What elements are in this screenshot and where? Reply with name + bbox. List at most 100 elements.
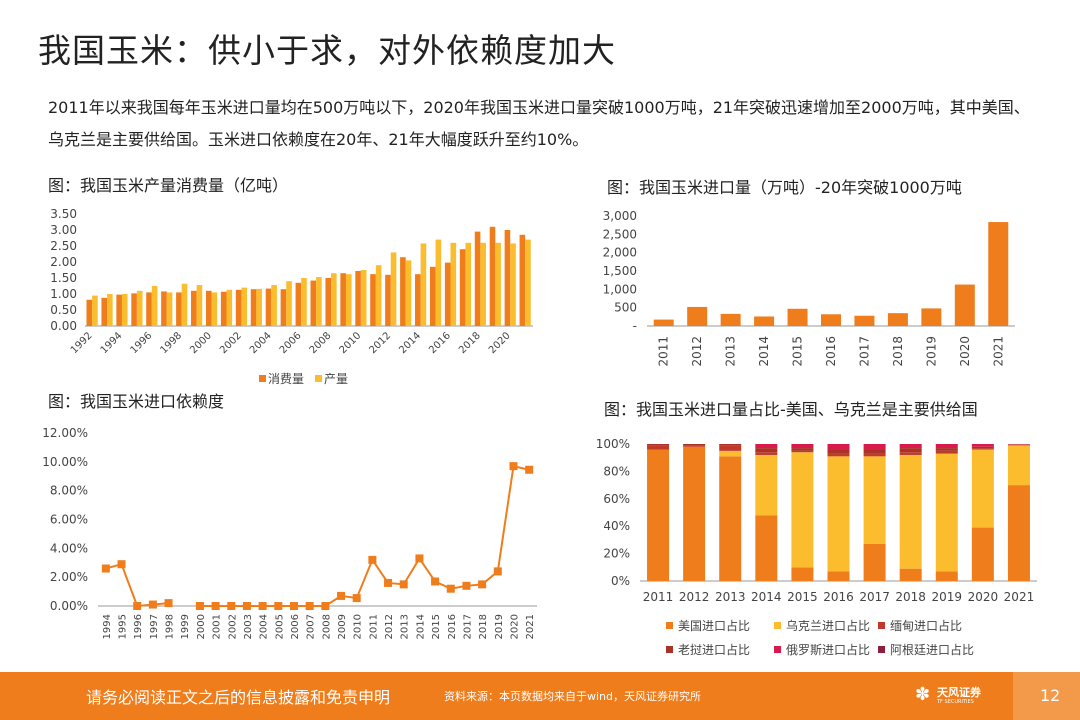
x-tick-label: 2012 [367, 330, 393, 356]
x-tick-label: 2004 [259, 614, 270, 639]
bar-产量-1992 [92, 295, 98, 326]
bar-消费量-1992 [86, 299, 93, 326]
bar-缅甸进口占比-2018 [899, 452, 922, 455]
x-tick-label: 2019 [931, 590, 962, 604]
footer-disclaimer-link[interactable]: 请务必阅读正文之后的信息披露和免责申明 [86, 688, 391, 707]
legend-swatch-乌克兰进口占比 [774, 622, 781, 629]
x-tick-label: 2018 [457, 330, 483, 356]
bar-产量-2003 [256, 288, 262, 326]
point-2001 [211, 602, 220, 610]
x-tick-label: 2006 [278, 330, 304, 356]
x-tick-label: 2018 [895, 590, 926, 604]
bar-消费量-2002 [235, 289, 242, 326]
y-tick-label: 1,000 [603, 282, 637, 296]
point-2002 [227, 602, 236, 610]
x-tick-label: 2012 [384, 614, 395, 639]
x-tick-label: 1999 [180, 614, 191, 639]
bar-缅甸进口占比-2012 [683, 445, 706, 447]
bar-缅甸进口占比-2017 [863, 453, 886, 457]
x-tick-label: 2005 [274, 614, 285, 639]
bar-消费量-2012 [385, 274, 391, 326]
x-tick-label: 2017 [859, 590, 890, 604]
x-tick-label: 1996 [129, 330, 155, 356]
x-tick-label: 2010 [338, 330, 364, 356]
bar-美国进口占比-2020 [971, 527, 994, 581]
bar-老挝进口占比-2017 [863, 449, 886, 454]
bar-老挝进口占比-2013 [719, 444, 742, 446]
point-2018 [478, 580, 487, 589]
bar-乌克兰进口占比-2015 [791, 452, 814, 568]
x-tick-label: 2011 [657, 336, 671, 367]
bar-产量-2017 [465, 242, 472, 326]
x-tick-label: 2016 [427, 330, 453, 356]
bar-俄罗斯进口占比-2017 [863, 444, 886, 450]
bar-产量-1997 [166, 292, 173, 326]
bar-消费量-2011 [370, 274, 376, 326]
bar-美国进口占比-2013 [719, 456, 742, 581]
bar-产量-1996 [151, 286, 158, 326]
bar-美国进口占比-2014 [755, 515, 778, 581]
bar-消费量-2003 [250, 289, 257, 326]
y-tick-label: 500 [614, 301, 637, 315]
bar-乌克兰进口占比-2017 [863, 456, 886, 545]
x-tick-label: 2017 [857, 336, 871, 367]
legend-label-消费量: 消费量 [268, 372, 304, 386]
bar-产量-2014 [420, 243, 427, 326]
bar-产量-2004 [271, 285, 277, 326]
bar-消费量-1997 [161, 291, 167, 326]
y-tick-label: 20% [603, 547, 630, 561]
point-2004 [258, 602, 267, 610]
bar-产量-2016 [450, 242, 457, 326]
bar-imports-2014 [754, 316, 775, 326]
bar-产量-2015 [435, 239, 442, 326]
footer-source-note: 资料来源：本页数据均来自于wind，天风证券研究所 [444, 690, 702, 703]
logo-name: 天风证券 [937, 686, 981, 699]
bar-imports-2019 [921, 308, 942, 326]
bar-消费量-2005 [280, 289, 287, 326]
x-tick-label: 1995 [118, 614, 129, 639]
chart-title-share: 图：我国玉米进口量占比-美国、乌克兰是主要供给国 [604, 400, 978, 419]
y-tick-label: 4.00% [50, 541, 88, 555]
bar-消费量-2006 [295, 282, 302, 326]
bar-imports-2013 [720, 313, 741, 326]
x-tick-label: 2014 [415, 614, 426, 639]
company-logo: ✽ 天风证券 TF SECURITIES [915, 682, 995, 712]
bar-缅甸进口占比-2021 [1007, 444, 1030, 446]
y-tick-label: 0.50 [50, 303, 77, 317]
bar-产量-2011 [375, 265, 382, 326]
bar-老挝进口占比-2015 [791, 448, 814, 451]
bar-消费量-2007 [310, 280, 317, 326]
legend-label-俄罗斯进口占比: 俄罗斯进口占比 [786, 642, 870, 657]
y-tick-label: 1.00 [50, 287, 77, 301]
bar-产量-1994 [121, 294, 128, 326]
bar-美国进口占比-2016 [827, 571, 850, 581]
bar-美国进口占比-2015 [791, 567, 814, 581]
chart-title-dependency: 图：我国玉米进口依赖度 [48, 392, 225, 411]
x-tick-label: 2020 [487, 330, 513, 356]
x-tick-label: 2021 [991, 336, 1005, 367]
bar-imports-2011 [653, 319, 674, 326]
bar-俄罗斯进口占比-2020 [971, 444, 994, 447]
x-tick-label: 1998 [158, 330, 184, 356]
x-tick-label: 2011 [368, 614, 379, 639]
x-tick-label: 2015 [791, 336, 805, 367]
x-tick-label: 2013 [715, 590, 746, 604]
x-tick-label: 2018 [478, 614, 489, 639]
x-tick-label: 2001 [212, 614, 223, 639]
bar-产量-2008 [331, 273, 337, 326]
x-tick-label: 2000 [196, 614, 207, 639]
bar-俄罗斯进口占比-2019 [935, 444, 958, 449]
bar-消费量-2013 [400, 257, 406, 326]
legend-swatch-缅甸进口占比 [878, 622, 885, 629]
point-2003 [242, 602, 251, 610]
bar-产量-1993 [107, 294, 113, 326]
bar-缅甸进口占比-2019 [935, 450, 958, 454]
bar-老挝进口占比-2018 [899, 448, 922, 453]
legend-label-老挝进口占比: 老挝进口占比 [678, 642, 750, 657]
x-tick-label: 2020 [968, 590, 999, 604]
point-2012 [384, 578, 393, 587]
bar-消费量-2004 [265, 288, 272, 326]
bar-产量-2006 [301, 278, 307, 326]
x-tick-label: 2008 [321, 614, 332, 639]
footer-bar: 请务必阅读正文之后的信息披露和免责申明 资料来源：本页数据均来自于wind，天风… [0, 672, 1080, 720]
